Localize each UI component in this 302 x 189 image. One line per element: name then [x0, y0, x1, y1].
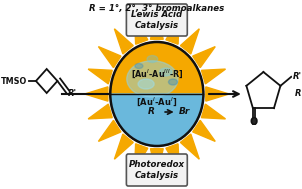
Polygon shape	[166, 17, 179, 44]
Polygon shape	[193, 47, 215, 68]
Text: [Au$^I$-Au$^I$]: [Au$^I$-Au$^I$]	[136, 96, 178, 108]
Text: R = 1°, 2°, 3° bromoalkanes: R = 1°, 2°, 3° bromoalkanes	[89, 4, 224, 12]
Polygon shape	[193, 120, 215, 141]
Polygon shape	[114, 134, 133, 159]
Polygon shape	[180, 134, 199, 159]
Text: R: R	[295, 89, 301, 98]
Text: O: O	[250, 117, 258, 127]
Wedge shape	[110, 94, 204, 146]
Polygon shape	[150, 13, 163, 39]
Circle shape	[110, 42, 204, 146]
Text: R: R	[148, 108, 155, 116]
Ellipse shape	[159, 68, 172, 76]
Polygon shape	[98, 47, 121, 68]
Polygon shape	[201, 69, 226, 84]
Polygon shape	[114, 29, 133, 54]
Polygon shape	[180, 29, 199, 54]
Text: R': R'	[293, 72, 302, 81]
Text: Lewis Acid
Catalysis: Lewis Acid Catalysis	[131, 10, 182, 30]
Polygon shape	[98, 120, 121, 141]
FancyBboxPatch shape	[127, 4, 187, 36]
Polygon shape	[150, 149, 163, 175]
Text: R': R'	[68, 89, 77, 98]
Ellipse shape	[127, 61, 178, 97]
Text: Br: Br	[178, 108, 190, 116]
Ellipse shape	[169, 79, 178, 85]
Polygon shape	[201, 104, 226, 119]
Polygon shape	[134, 17, 148, 44]
Text: Photoredox
Catalysis: Photoredox Catalysis	[129, 160, 185, 180]
Text: TMSO: TMSO	[1, 77, 27, 85]
Ellipse shape	[135, 64, 143, 68]
Text: [Au$^I$-Au$^{III}$-R]: [Au$^I$-Au$^{III}$-R]	[130, 68, 183, 80]
Ellipse shape	[147, 56, 158, 63]
Polygon shape	[85, 87, 108, 101]
FancyBboxPatch shape	[127, 154, 187, 186]
Polygon shape	[88, 69, 112, 84]
Polygon shape	[134, 144, 148, 171]
Polygon shape	[88, 104, 112, 119]
Ellipse shape	[138, 79, 154, 89]
Polygon shape	[206, 87, 229, 101]
Polygon shape	[166, 144, 179, 171]
